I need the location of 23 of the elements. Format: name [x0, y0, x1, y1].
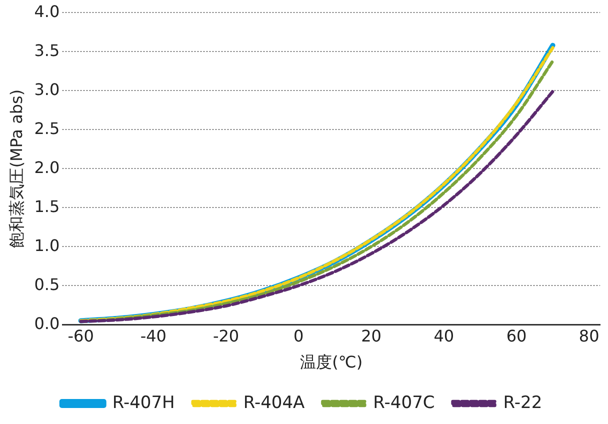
x-tick-label: 0: [294, 326, 304, 346]
y-tick-label: 3.0: [34, 80, 60, 99]
legend-label: R-22: [503, 392, 542, 413]
x-axis-title: 温度(℃): [300, 352, 363, 372]
x-tick-label: 60: [506, 326, 527, 346]
y-tick-label: 2.5: [34, 118, 60, 138]
y-tick-label: 0.0: [34, 314, 60, 333]
y-tick-label: 0.5: [34, 274, 60, 294]
y-axis-title: 飽和蒸気圧(MPa abs): [6, 89, 26, 248]
y-tick-label: 3.5: [34, 40, 60, 60]
y-tick-label: 2.0: [34, 158, 60, 177]
y-tick-label: 1.0: [34, 236, 60, 255]
x-tick-label: 80: [578, 326, 600, 346]
x-tick-label: -40: [140, 326, 166, 346]
y-tick-label: 4.0: [34, 2, 60, 21]
x-tick-label: -20: [212, 326, 240, 346]
x-tick-label: 40: [434, 326, 454, 346]
x-tick-label: 20: [361, 326, 382, 346]
x-tick-label: -60: [68, 326, 94, 346]
legend-label: R-404A: [243, 392, 306, 413]
legend-label: R-407H: [112, 392, 175, 413]
y-tick-label: 1.5: [34, 196, 60, 216]
legend-label: R-407C: [373, 392, 435, 413]
